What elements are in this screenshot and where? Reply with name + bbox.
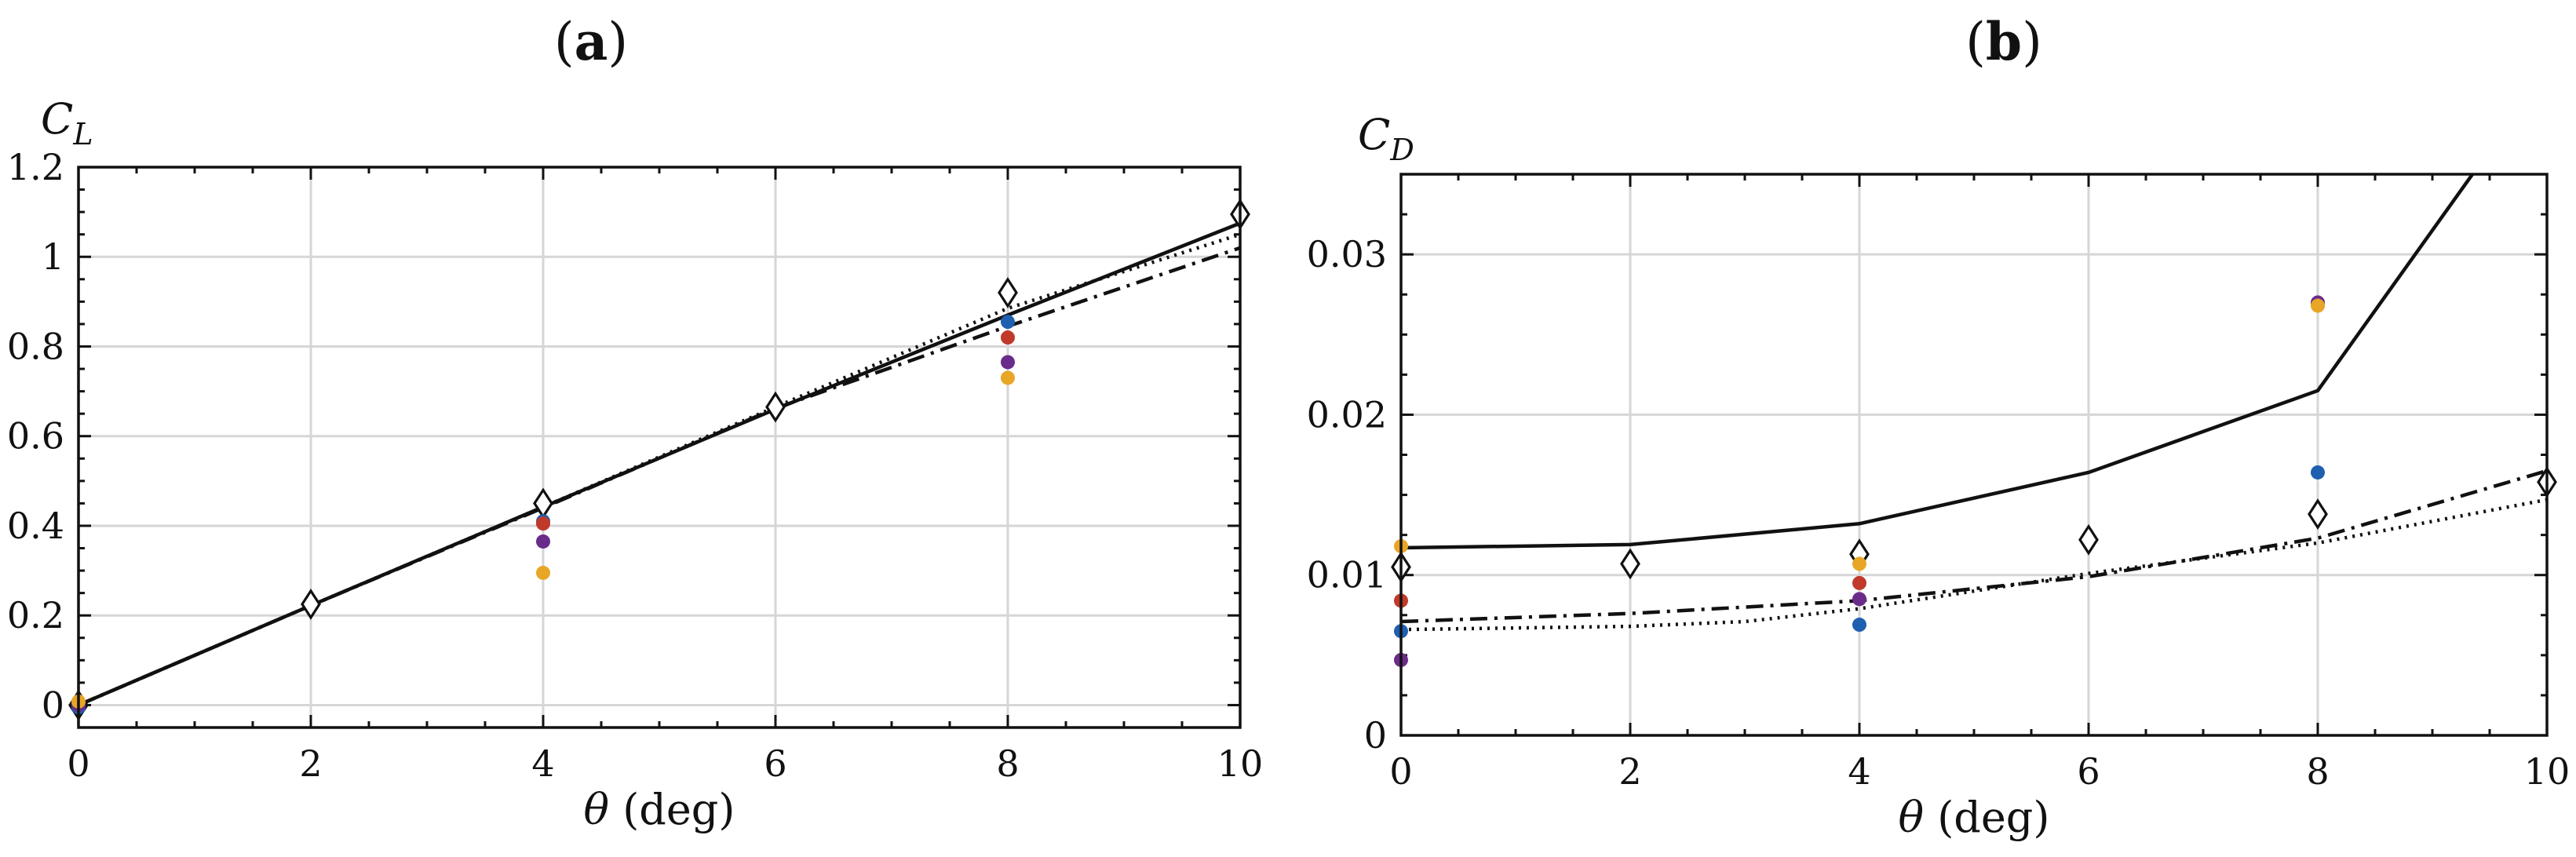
panel-a-purple-series-point — [1001, 355, 1015, 370]
panel-b-xtick-label: 6 — [2077, 750, 2100, 793]
panel-b-grid — [1401, 174, 2547, 735]
panel-a-title: (a) — [554, 11, 628, 72]
panel-b-purple-series-point — [1852, 592, 1866, 607]
panel-a-frame — [77, 166, 1242, 729]
panel-a-xtick-label: 4 — [531, 742, 554, 785]
panel-b-ticks: 0 2 4 6 8 10 0 0.01 0.02 0.03 — [1307, 173, 2571, 793]
panel-a-ytick-label: 1 — [42, 235, 64, 278]
panel-b-ytick-label: 0 — [1364, 714, 1387, 757]
panel-b-solid-line — [1401, 174, 2475, 550]
panel-a-ylabel-symbol: C — [41, 94, 73, 144]
panel-b: (b) 0 2 4 6 8 10 0 0.01 0.02 0.03 CD θ (deg) — [1307, 11, 2571, 842]
panel-a-grid — [78, 167, 1240, 728]
panel-b-xtick-label: 2 — [1618, 750, 1641, 793]
panel-b-xlabel-unit: (deg) — [1937, 793, 2049, 842]
panel-b-curves — [1401, 174, 2547, 632]
panel-b-xtick-label: 4 — [1848, 750, 1870, 793]
panel-b-markers — [1391, 295, 2557, 667]
panel-a-diamond-series-point — [998, 276, 1018, 308]
panel-a-diamond-series-point — [301, 588, 321, 620]
panel-b-blue-series-point — [1852, 618, 1866, 633]
panel-a-blue-series-point — [1001, 315, 1015, 330]
panel-a-ticks: 0 2 4 6 8 10 0 0.2 0.4 0.6 0.8 1 1.2 — [7, 146, 1263, 785]
panel-b-ytick-label: 0.02 — [1307, 393, 1387, 436]
panel-a-purple-series-point — [536, 534, 550, 549]
panel-b-xtick-label: 10 — [2524, 750, 2571, 793]
panel-a-xlabel-unit: (deg) — [622, 785, 735, 834]
panel-a-curves — [78, 221, 1240, 707]
panel-b-ylabel-symbol: C — [1358, 110, 1390, 159]
panel-a-xtick-label: 0 — [67, 742, 89, 785]
panel-a-orange-series-point — [536, 565, 550, 580]
panel-a-xlabel-symbol: θ — [584, 785, 610, 834]
panel-a-orange-series-point — [1001, 370, 1015, 385]
panel-b-xlabel-symbol: θ — [1899, 793, 1925, 842]
panel-a-ytick-label: 0.2 — [7, 594, 64, 636]
panel-b-xtick-label: 0 — [1389, 750, 1412, 793]
panel-a-ytick-label: 0.8 — [7, 325, 64, 367]
panel-b-diamond-series-point — [2308, 498, 2328, 531]
panel-b-xtick-label: 8 — [2306, 750, 2329, 793]
panel-a: (a) 0 2 4 6 8 10 0 0.2 0.4 0.6 0.8 1 1.2 CL θ (deg) — [7, 11, 1263, 834]
panel-a-diamond-series-point — [533, 487, 553, 520]
panel-b-letter: b — [1986, 11, 2022, 72]
panel-b-frame — [1399, 173, 2549, 737]
panel-b-diamond-series-point — [1620, 548, 1640, 580]
panel-a-ytick-label: 0.6 — [7, 415, 64, 458]
panel-a-xtick-label: 10 — [1217, 742, 1264, 785]
panel-b-ytick-label: 0.01 — [1307, 554, 1387, 596]
panel-a-red-series-point — [536, 516, 550, 531]
panel-b-blue-series-point — [2311, 465, 2325, 480]
panel-b-diamond-series-point — [2078, 523, 2099, 556]
panel-b-title: (b) — [1965, 11, 2042, 72]
panel-a-ytick-label: 0.4 — [7, 505, 64, 547]
panel-b-dotted-line — [1401, 498, 2547, 632]
panel-a-ylabel: CL — [41, 94, 93, 151]
panel-a-dotted-line — [78, 232, 1240, 707]
panel-b-ylabel: CD — [1358, 110, 1414, 167]
panel-a-ytick-label: 0 — [42, 684, 64, 726]
panel-a-ytick-label: 1.2 — [7, 146, 64, 188]
panel-a-letter: a — [575, 11, 608, 72]
panel-a-diamond-series-point — [765, 391, 786, 423]
panel-a-dash-dot-line — [78, 246, 1240, 707]
panel-b-xlabel: θ (deg) — [1899, 793, 2050, 842]
panel-a-solid-line — [78, 221, 1240, 707]
panel-a-xtick-label: 6 — [764, 742, 786, 785]
panel-b-orange-series-point — [2311, 298, 2325, 313]
panel-a-xlabel: θ (deg) — [584, 785, 735, 834]
panel-a-red-series-point — [1001, 330, 1015, 345]
panel-b-orange-series-point — [1852, 556, 1866, 571]
panel-b-ytick-label: 0.03 — [1307, 233, 1387, 275]
panel-b-red-series-point — [1852, 575, 1866, 590]
panel-a-xtick-label: 8 — [996, 742, 1019, 785]
panel-a-xtick-label: 2 — [299, 742, 322, 785]
panel-b-ylabel-subscript: D — [1389, 133, 1414, 167]
panel-a-ylabel-subscript: L — [72, 117, 93, 151]
